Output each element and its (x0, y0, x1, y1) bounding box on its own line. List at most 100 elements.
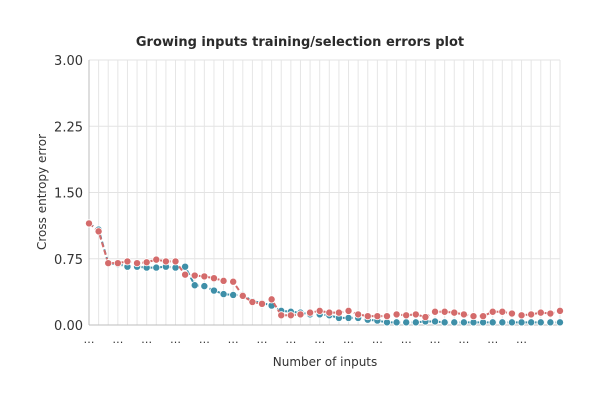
data-point (498, 307, 507, 316)
data-point (248, 298, 257, 307)
data-point (402, 318, 411, 327)
data-point (498, 318, 507, 327)
data-point (286, 311, 295, 320)
data-point (267, 295, 276, 304)
data-point (229, 290, 238, 299)
data-point (181, 262, 190, 271)
data-point (229, 277, 238, 286)
x-tick-label: … (401, 333, 412, 346)
x-tick-label: … (112, 333, 123, 346)
data-point (536, 318, 545, 327)
data-point (536, 308, 545, 317)
data-point (344, 313, 353, 322)
data-point (527, 310, 536, 319)
data-point (411, 318, 420, 327)
grid-layer (88, 59, 561, 326)
data-point (450, 308, 459, 317)
y-tick-label: 0.75 (54, 253, 83, 268)
y-tick-label: 1.50 (54, 187, 83, 202)
y-tick-labels: 0.00 0.75 1.50 2.25 3.00 (54, 54, 83, 334)
data-point (479, 312, 488, 321)
data-point (411, 310, 420, 319)
data-point (334, 308, 343, 317)
data-point (344, 306, 353, 315)
y-tick-label: 2.25 (54, 120, 83, 135)
chart-title: Growing inputs training/selection errors… (136, 35, 464, 50)
data-point (546, 318, 555, 327)
data-point (517, 318, 526, 327)
data-point (440, 307, 449, 316)
data-point (450, 318, 459, 327)
data-point (507, 318, 516, 327)
data-point (209, 286, 218, 295)
x-tick-label: … (458, 333, 469, 346)
x-axis-label: Number of inputs (273, 355, 378, 369)
data-point (431, 307, 440, 316)
data-point (181, 270, 190, 279)
data-point (200, 282, 209, 291)
data-point (392, 310, 401, 319)
data-point (546, 309, 555, 318)
data-point (459, 318, 468, 327)
x-tick-label: … (516, 333, 527, 346)
data-point (459, 310, 468, 319)
data-point (161, 257, 170, 266)
data-point (238, 291, 247, 300)
y-tick-label: 0.00 (54, 319, 83, 334)
series-line (88, 222, 561, 319)
data-point (104, 259, 113, 268)
data-point (123, 257, 132, 266)
x-tick-label: … (487, 333, 498, 346)
data-point (209, 274, 218, 283)
data-point (152, 263, 161, 272)
y-tick-label: 3.00 (54, 54, 83, 69)
series-layer (85, 219, 565, 327)
x-tick-label: … (141, 333, 152, 346)
data-point (219, 276, 228, 285)
data-point (258, 299, 267, 308)
data-point (190, 281, 199, 290)
data-point (440, 318, 449, 327)
data-point (152, 255, 161, 264)
series-selection-error (85, 219, 565, 322)
data-point (277, 311, 286, 320)
data-point (306, 308, 315, 317)
data-point (402, 311, 411, 320)
data-point (113, 259, 122, 268)
x-tick-label: … (228, 333, 239, 346)
data-point (354, 310, 363, 319)
data-point (517, 311, 526, 320)
data-point (488, 318, 497, 327)
data-point (431, 317, 440, 326)
data-point (190, 271, 199, 280)
data-point (556, 318, 565, 327)
x-tick-labels: ………………………………………… (84, 333, 528, 346)
series-line (88, 222, 560, 324)
data-point (85, 219, 94, 228)
data-point (527, 318, 536, 327)
x-tick-label: … (343, 333, 354, 346)
x-tick-label: … (372, 333, 383, 346)
x-tick-label: … (199, 333, 210, 346)
data-point (556, 306, 565, 315)
data-point (363, 312, 372, 321)
y-axis-label: Cross entropy error (35, 134, 49, 250)
data-point (325, 308, 334, 317)
data-point (373, 312, 382, 321)
data-point (469, 312, 478, 321)
data-point (200, 272, 209, 281)
data-point (392, 318, 401, 327)
x-tick-label: … (257, 333, 268, 346)
x-tick-label: … (84, 333, 95, 346)
x-tick-label: … (314, 333, 325, 346)
x-tick-label: … (285, 333, 296, 346)
x-tick-label: … (170, 333, 181, 346)
data-point (142, 258, 151, 267)
data-point (488, 307, 497, 316)
data-point (171, 257, 180, 266)
data-point (296, 310, 305, 319)
data-point (507, 309, 516, 318)
data-point (133, 259, 142, 268)
